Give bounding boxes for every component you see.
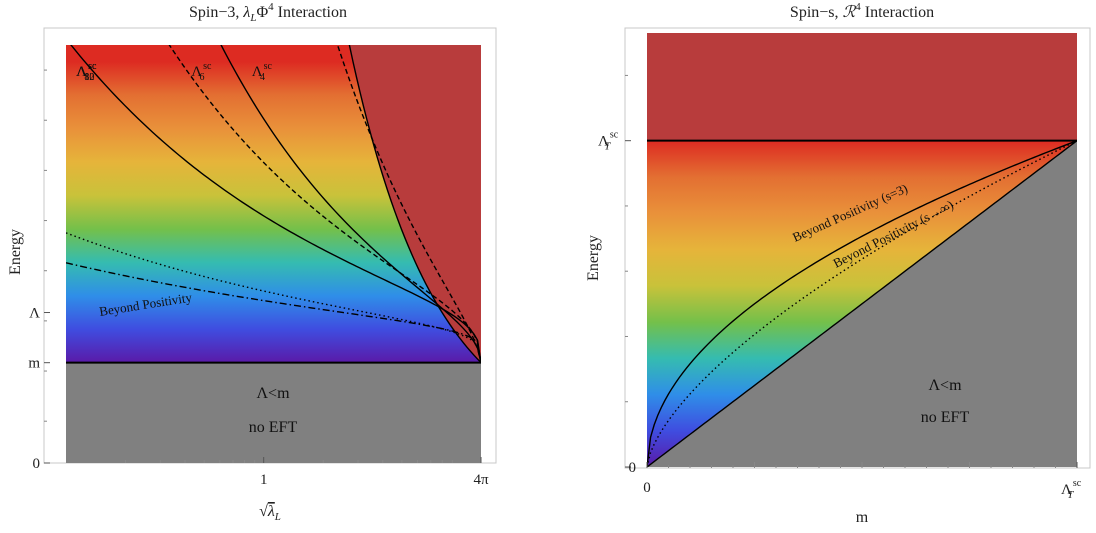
right-x-tick-label-1-sub: T bbox=[1067, 489, 1074, 501]
left-y-tick-label-2: Λ bbox=[29, 306, 40, 322]
left-curve-label-0: Λsc 4 bbox=[252, 61, 273, 83]
right-region-label-top: Λ<m bbox=[928, 377, 962, 394]
left-curve-5 bbox=[66, 232, 481, 363]
right-plot-area bbox=[647, 33, 1077, 467]
left-curve-label-1: Λsc 6 bbox=[191, 61, 212, 83]
right-strong-coupling-region bbox=[647, 33, 1077, 141]
left-curve-0 bbox=[348, 45, 481, 364]
left-y-axis-label: Energy bbox=[7, 229, 24, 275]
left-curve-label-1-base: Λ bbox=[191, 64, 202, 80]
left-curve-label-0-sub: 4 bbox=[260, 72, 265, 83]
right-y-tick-label-1-sub: T bbox=[604, 141, 611, 153]
left-axes: 0 m Λ 1 4π bbox=[28, 69, 489, 488]
right-y-tick-label-1-base: Λ bbox=[598, 134, 609, 150]
left-curve-label-0-base: Λ bbox=[252, 64, 263, 80]
left-curve-label-2-sub: 8 bbox=[84, 72, 89, 83]
left-y-tick-label-0: 0 bbox=[33, 456, 41, 472]
left-curve-label-4-sup: sc bbox=[88, 61, 97, 72]
left-curve-label-4: Λsc 12 bbox=[76, 61, 97, 83]
left-curve-2 bbox=[220, 45, 481, 363]
right-region-label-bottom: no EFT bbox=[921, 409, 970, 426]
right-chart-title: Spin−s, ℛ4 Interaction bbox=[790, 1, 934, 21]
left-curve-label-2: Λsc 8 bbox=[76, 61, 97, 83]
left-plot-area bbox=[66, 45, 481, 463]
left-curve-label-1-sup: sc bbox=[203, 61, 212, 72]
right-y-tick-label-1: Λsc T bbox=[598, 130, 619, 153]
right-y-axis-label: Energy bbox=[585, 235, 602, 281]
left-x-axis-label: √λL bbox=[259, 503, 281, 523]
right-frame bbox=[624, 27, 1091, 469]
right-curve-0 bbox=[647, 140, 1077, 467]
left-curve-label-0-sup: sc bbox=[264, 61, 273, 72]
left-no-eft-region bbox=[66, 362, 481, 463]
left-chart: Spin−3, λLΦ4 Interaction 0 m Λ 1 4π Energy √… bbox=[7, 1, 497, 523]
left-curve-label-3: Λsc 10 bbox=[76, 61, 97, 83]
left-curve-6 bbox=[66, 262, 481, 363]
left-curve-1 bbox=[336, 45, 481, 363]
left-curve-4 bbox=[70, 45, 481, 363]
left-curve-label-3-base: Λ bbox=[76, 64, 87, 80]
right-y-tick-label-0: 0 bbox=[629, 460, 637, 476]
left-chart-title: Spin−3, λLΦ4 Interaction bbox=[189, 1, 347, 24]
left-curve-label-2-sup: sc bbox=[88, 61, 97, 72]
left-curve-label-3-sup: sc bbox=[88, 61, 97, 72]
left-curve-label-1-sub: 6 bbox=[199, 72, 204, 83]
left-curve-label-4-base: Λ bbox=[76, 64, 87, 80]
right-curve-2 bbox=[647, 140, 1077, 467]
right-y-tick-label-1-sup: sc bbox=[610, 130, 619, 141]
left-x-tick-label-1: 4π bbox=[473, 472, 489, 488]
left-curve-label-4-sub: 12 bbox=[84, 72, 94, 83]
right-x-tick-label-1-base: Λ bbox=[1061, 482, 1072, 498]
left-strong-coupling-region bbox=[66, 45, 481, 363]
right-x-tick-label-0: 0 bbox=[643, 480, 651, 496]
right-x-axis-label: m bbox=[856, 509, 869, 526]
left-region-label-top: Λ<m bbox=[256, 385, 290, 402]
left-curve-label-3-sub: 10 bbox=[84, 72, 94, 83]
right-curve-1 bbox=[647, 140, 1077, 467]
right-x-tick-label-1: Λsc T bbox=[1061, 478, 1082, 501]
left-curve-label-2-base: Λ bbox=[76, 64, 87, 80]
left-y-tick-label-1: m bbox=[28, 356, 40, 372]
right-x-tick-label-1-sup: sc bbox=[1073, 478, 1082, 489]
left-x-tick-label-0: 1 bbox=[260, 472, 268, 488]
left-region-label-bottom: no EFT bbox=[249, 419, 298, 436]
